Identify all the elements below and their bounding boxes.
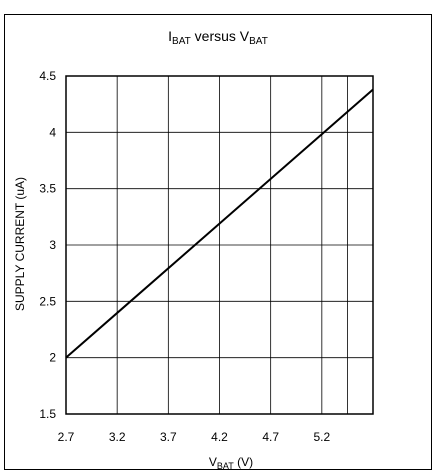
x-tick-label: 2.7 [58, 430, 75, 444]
series-line [65, 88, 374, 359]
y-tick-label: 1.5 [39, 407, 56, 421]
chart-frame [4, 14, 432, 470]
y-tick-label: 3.5 [39, 182, 56, 196]
grid-lines [65, 75, 373, 415]
y-tick-label: 2 [49, 351, 56, 365]
y-tick-label: 3 [49, 238, 56, 252]
x-axis-label: VBAT (V) [209, 455, 253, 471]
x-tick-label: 3.7 [160, 430, 177, 444]
plot-area [65, 75, 374, 415]
x-tick-label: 4.7 [262, 430, 279, 444]
y-tick-label: 4.5 [39, 69, 56, 83]
y-axis-ticks: 1.5 2 2.5 3 3.5 4 4.5 [39, 69, 56, 421]
y-tick-label: 2.5 [39, 294, 56, 308]
chart-title: IBAT versus VBAT [168, 28, 268, 47]
data-series [65, 88, 374, 359]
y-tick-label: 4 [49, 125, 56, 139]
x-tick-label: 5.2 [313, 430, 330, 444]
x-axis-ticks: 2.7 3.2 3.7 4.2 4.7 5.2 [58, 430, 331, 444]
y-axis-label: SUPPLY CURRENT (uA) [13, 177, 27, 311]
x-tick-label: 3.2 [109, 430, 126, 444]
x-tick-label: 4.2 [211, 430, 228, 444]
